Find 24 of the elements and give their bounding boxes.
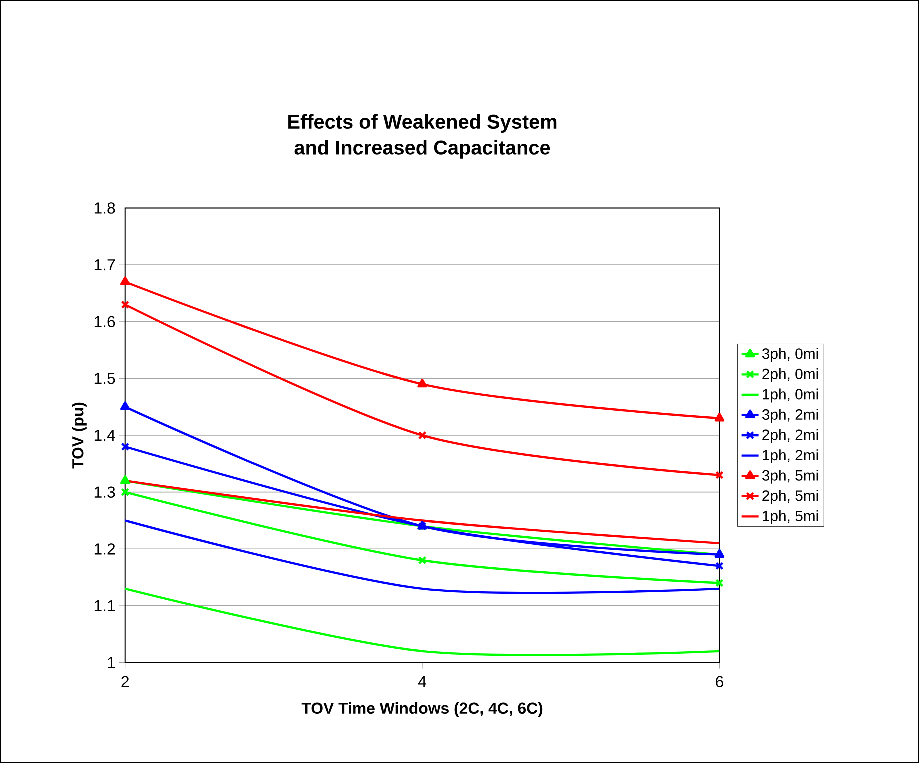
legend-label: 3ph, 0mi xyxy=(762,348,818,362)
y-tick-label: 1.4 xyxy=(94,430,116,441)
legend-label: 3ph, 2mi xyxy=(762,409,818,423)
y-tick-label: 1 xyxy=(108,657,116,668)
y-tick-label: 1.6 xyxy=(94,316,116,328)
x-tick-label: 2 xyxy=(122,676,129,688)
y-axis-title: TOV (pu) xyxy=(72,402,87,469)
x-axis-title: TOV Time Windows (2C, 4C, 6C) xyxy=(302,702,543,718)
legend-label: 2ph, 2mi xyxy=(762,429,818,444)
y-tick-label: 1.7 xyxy=(94,260,116,270)
x-tick-label: 6 xyxy=(716,676,724,688)
legend-label: 1ph, 2mi xyxy=(763,450,818,464)
legend-label: 1ph, 0mi xyxy=(763,388,818,403)
y-tick-label: 1.5 xyxy=(94,373,116,384)
y-tick-label: 1.2 xyxy=(94,544,116,555)
legend-label: 2ph, 5mi xyxy=(762,490,818,504)
chart-title: Effects of Weakened System and Increased Capacitance xyxy=(288,114,557,159)
y-tick-label: 1.1 xyxy=(94,600,116,612)
legend-label: 3ph, 5mi xyxy=(762,470,818,484)
y-tick-label: 1.8 xyxy=(94,202,116,214)
x-tick-label: 4 xyxy=(418,676,426,688)
legend-label: 2ph, 0mi xyxy=(762,368,818,382)
legend-label: 1ph, 5mi xyxy=(763,510,818,524)
y-tick-label: 1.3 xyxy=(94,486,116,498)
